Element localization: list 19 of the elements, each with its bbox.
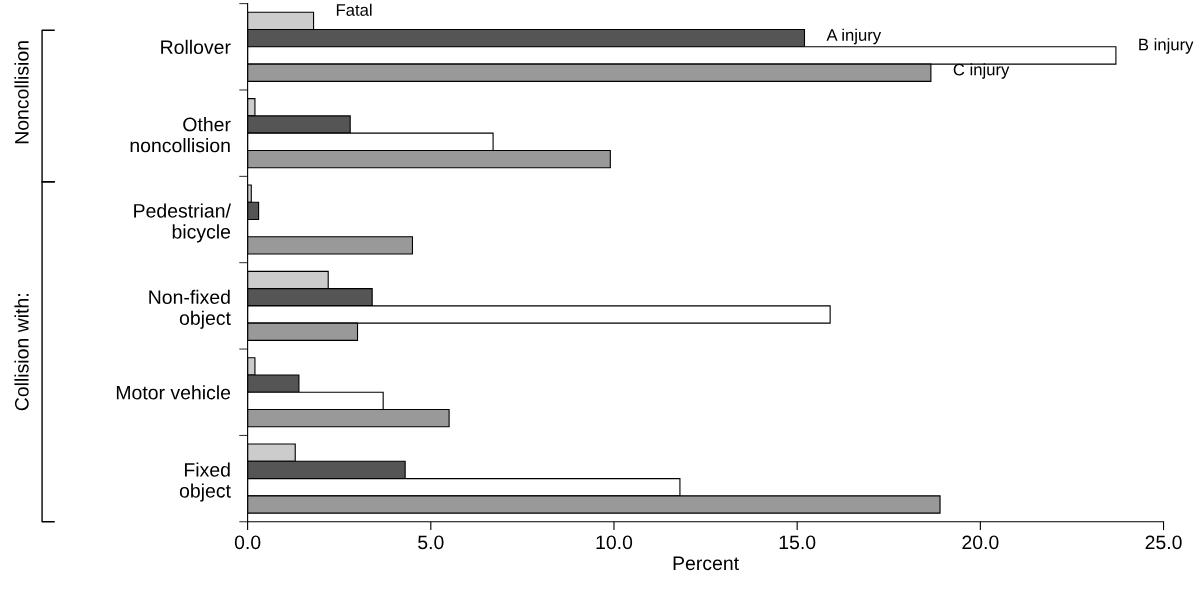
text: Noncollision	[14, 41, 29, 144]
y-tick-label: Fixed object	[179, 462, 231, 502]
y-tick-label: Non-fixed object	[149, 289, 231, 329]
x-tick-label: 15.0	[779, 535, 816, 550]
series-label: C injury	[953, 63, 1010, 79]
y-tick-label: Other noncollision	[130, 117, 231, 153]
x-tick-label: 10.0	[596, 535, 633, 550]
y-tick-label: Rollover	[161, 39, 231, 55]
series-label: B injury	[1139, 38, 1194, 54]
x-tick-label: 25.0	[1145, 535, 1182, 550]
x-tick-label: 20.0	[962, 535, 999, 550]
y-tick-label: Pedestrian/ bicycle	[134, 203, 231, 243]
x-tick-label: 0.0	[234, 535, 261, 550]
x-tick-label: 5.0	[418, 535, 444, 550]
text: Collision with:	[14, 294, 29, 411]
x-axis-title: Percent	[673, 556, 739, 571]
y-tick-label: Motor vehicle	[116, 385, 231, 400]
series-label: A injury	[826, 28, 882, 45]
series-label: Fatal	[336, 3, 372, 16]
